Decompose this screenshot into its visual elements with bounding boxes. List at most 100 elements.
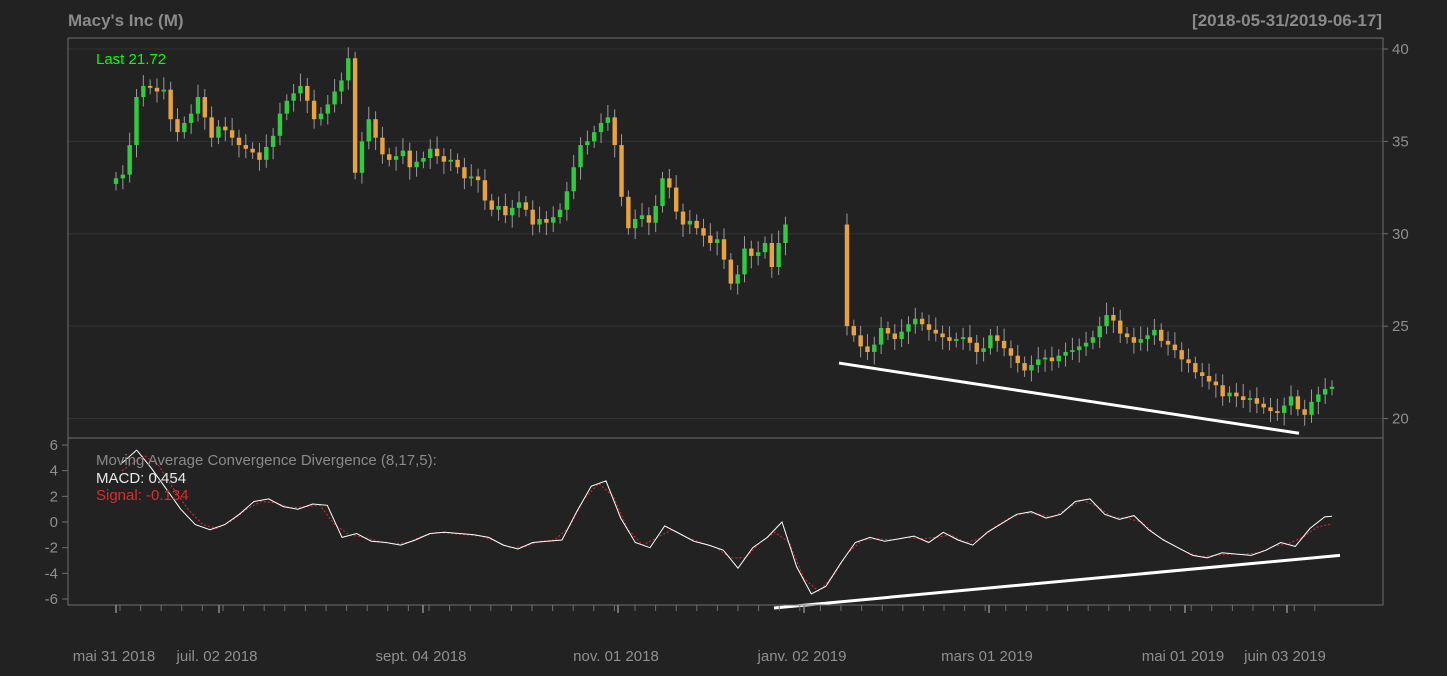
candle [858,325,863,358]
macd-y-axis: 6 4 2 0 -2 -4 -6 [45,437,68,608]
candle-body-down [919,318,925,325]
candle [694,214,699,235]
candle-body-up [510,207,515,216]
candle [885,321,891,340]
candle [523,195,529,217]
candle-body-down [380,137,385,155]
macd-trendline [773,553,1341,610]
x-tick-label: nov. 01 2018 [573,648,659,665]
candle-body-up [284,100,289,114]
candle-body-down [865,346,870,352]
candle-body-up [557,209,563,218]
candle [988,328,993,355]
x-axis: mai 31 2018 juil. 02 2018 sept. 04 2018 nov… [73,604,1332,665]
candle-body-down [769,242,775,268]
candle [1186,348,1191,373]
candle-body-down [209,117,214,138]
candle [270,127,276,160]
candle-body-up [878,327,884,345]
candle [701,218,706,247]
price-y-tick-label: 30 [1392,226,1409,243]
candle [1288,385,1294,415]
candle-body-down [475,176,481,181]
candle-body-up [551,217,556,223]
candle-body-down [851,326,856,336]
price-trendline [838,361,1300,435]
candle [1145,327,1150,352]
candle-body-up [954,339,959,341]
candle-body-up [1309,401,1314,415]
candle-body-up [182,122,187,133]
candle [742,236,747,283]
candle [1022,356,1027,377]
candle [919,312,925,331]
candle-body-up [339,80,344,92]
candle [769,233,775,278]
candle [872,336,877,365]
candle-body-down [933,329,938,334]
macd-y-tick-label: 0 [50,514,58,531]
candle [455,153,460,174]
candle [1309,389,1314,423]
candle [1206,363,1212,390]
candle-body-up [762,242,768,253]
candle [551,206,556,233]
candle [653,195,658,233]
candle [216,120,221,145]
macd-y-tick-label: -4 [45,565,58,582]
candle-body-down [1213,381,1219,386]
candle-body-up [639,215,645,219]
candle-body-down [1261,403,1266,408]
candle [660,171,665,213]
candle [1240,383,1246,408]
date-range: [2018-05-31/2019-06-17] [1192,11,1382,30]
candle-body-down [236,137,242,146]
candle-body-up [1152,329,1157,336]
macd-value-label: MACD: 0.454 [96,470,186,487]
candle-body-down [147,85,153,88]
candle-body-up [687,220,693,225]
candle [530,200,535,236]
candle-body-down [1234,392,1239,397]
candle [298,73,303,102]
candle-body-down [250,148,255,153]
candle-body-up [1316,394,1321,402]
macd-line [121,449,1333,595]
candle-body-up [906,324,911,332]
candle [947,326,952,351]
candle-body-down [202,97,208,118]
candle-body-down [926,324,932,330]
candle-body-up [1090,337,1096,343]
price-y-axis: 20 25 30 35 40 [1383,41,1409,428]
candle-body-up [291,93,296,101]
signal-value-label: Signal: -0.134 [96,487,189,504]
candle [1159,323,1164,348]
price-y-tick-label: 20 [1392,411,1409,428]
candle [1193,356,1198,379]
candle-body-up [1029,364,1034,371]
candle-body-down [1179,350,1184,360]
candle [1063,342,1068,367]
candle [1070,337,1075,360]
candle [1329,380,1335,396]
candle [537,206,542,233]
candle [510,199,515,228]
macd-title: Moving Average Convergence Divergence (8… [96,452,437,469]
candle-body-down [1200,372,1205,377]
price-y-tick-label: 25 [1392,318,1409,335]
candle-body-up [298,85,303,94]
candle [1316,386,1321,415]
candle [1200,362,1205,387]
candle-body-down [646,215,652,223]
candle-body-up [421,158,426,162]
candle [1131,327,1137,354]
candle [462,157,467,190]
candle-body-up [1138,339,1143,343]
candle [1302,399,1307,426]
candle-body-down [974,342,979,352]
candle-body-up [120,174,126,179]
candle-body-up [161,89,167,92]
candle-body-up [113,178,119,184]
candle-body-down [680,211,686,225]
